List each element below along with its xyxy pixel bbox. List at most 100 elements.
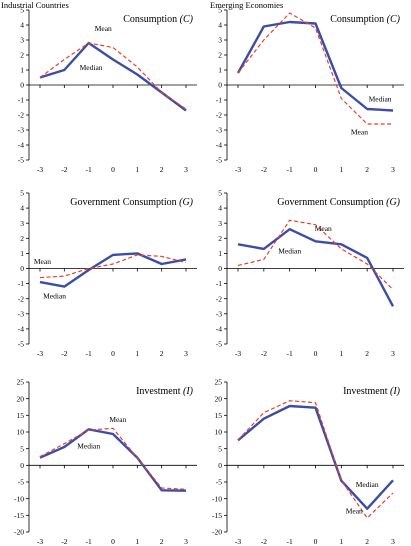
y-tick-label: -4 bbox=[216, 325, 222, 334]
series-label-mean: Mean bbox=[34, 257, 51, 266]
y-tick-label: 25 bbox=[17, 378, 25, 387]
y-tick-label: 15 bbox=[215, 411, 223, 420]
y-tick-label: -5 bbox=[18, 340, 24, 349]
y-tick-label: 4 bbox=[20, 204, 24, 213]
y-tick-label: -3 bbox=[216, 126, 222, 135]
y-tick-label: 0 bbox=[20, 461, 24, 470]
y-tick-label: -15 bbox=[14, 511, 24, 520]
y-tick-label: 5 bbox=[20, 444, 24, 453]
y-tick-label: 0 bbox=[20, 81, 24, 90]
x-tick-label: 0 bbox=[314, 349, 318, 358]
panel-ind-gov: -5 -4 -3 -2 -1 0 1 2 3 4 5 -3 -2 -1 0 1 2 3 Mean Median Gove… bbox=[18, 189, 197, 358]
x-tick-label: 3 bbox=[184, 537, 188, 546]
panel-title: Government Consumption (G) bbox=[70, 197, 193, 208]
x-tick-label: -3 bbox=[235, 537, 241, 546]
panel-title: Government Consumption (G) bbox=[277, 197, 400, 208]
y-tick-label: 1 bbox=[218, 249, 222, 258]
x-tick-label: 0 bbox=[314, 165, 318, 174]
x-tick-label: -1 bbox=[86, 165, 92, 174]
y-tick-label: -15 bbox=[212, 511, 222, 520]
x-tick-label: 0 bbox=[111, 537, 115, 546]
y-tick-label: -1 bbox=[216, 279, 222, 288]
series-median-line bbox=[237, 404, 394, 510]
y-tick-label: 3 bbox=[218, 36, 222, 45]
x-tick-label: -3 bbox=[37, 165, 43, 174]
x-tick-label: 1 bbox=[339, 537, 343, 546]
y-tick-label: -1 bbox=[18, 279, 24, 288]
y-tick-label: 2 bbox=[218, 51, 222, 60]
x-tick-label: 2 bbox=[160, 165, 164, 174]
y-tick-label: 1 bbox=[20, 66, 24, 75]
y-tick-label: -20 bbox=[14, 528, 24, 537]
x-tick-label: 0 bbox=[314, 537, 318, 546]
x-tick-label: -2 bbox=[61, 537, 67, 546]
panel-title: Investment (I) bbox=[343, 386, 401, 397]
x-tick-label: 2 bbox=[160, 349, 164, 358]
x-tick-label: -2 bbox=[261, 165, 267, 174]
x-tick-label: -2 bbox=[61, 165, 67, 174]
x-tick-label: -2 bbox=[61, 349, 67, 358]
series-mean-line bbox=[237, 12, 393, 125]
series-median-line bbox=[237, 227, 395, 307]
series-median-line bbox=[236, 20, 394, 112]
x-tick-label: -2 bbox=[261, 537, 267, 546]
series-label-mean: Mean bbox=[346, 507, 363, 516]
y-tick-label: 0 bbox=[20, 264, 24, 273]
x-tick-label: 0 bbox=[111, 165, 115, 174]
x-tick-label: 1 bbox=[135, 349, 139, 358]
x-tick-label: -3 bbox=[37, 537, 43, 546]
series-label-mean: Mean bbox=[315, 224, 332, 233]
x-tick-label: 3 bbox=[184, 165, 188, 174]
series-label-median: Median bbox=[80, 63, 103, 72]
y-tick-label: 4 bbox=[20, 21, 24, 30]
y-tick-label: 4 bbox=[218, 21, 222, 30]
y-tick-label: 5 bbox=[218, 189, 222, 198]
series-median-line bbox=[39, 41, 187, 112]
x-tick-label: 1 bbox=[339, 165, 343, 174]
x-tick-label: 2 bbox=[365, 537, 369, 546]
series-mean-line bbox=[237, 219, 394, 291]
y-tick-label: -20 bbox=[212, 528, 222, 537]
x-tick-label: 3 bbox=[391, 349, 395, 358]
panel-em-consumption: -5 -4 -3 -2 -1 0 1 2 3 4 5 -3 -2 -1 0 1 2 3 Median Mean Cons… bbox=[216, 6, 404, 174]
x-tick-label: -1 bbox=[86, 537, 92, 546]
y-tick-label: 1 bbox=[218, 66, 222, 75]
series-label-mean: Mean bbox=[95, 24, 112, 33]
series-label-median: Median bbox=[77, 442, 100, 451]
series-label-median: Median bbox=[356, 480, 379, 489]
y-tick-label: 5 bbox=[20, 6, 24, 15]
y-tick-label: 2 bbox=[20, 234, 24, 243]
x-tick-label: -3 bbox=[235, 165, 241, 174]
y-tick-label: 0 bbox=[218, 264, 222, 273]
series-mean-line bbox=[39, 42, 187, 110]
x-tick-label: -1 bbox=[287, 165, 293, 174]
y-tick-label: -3 bbox=[18, 126, 24, 135]
y-tick-label: 5 bbox=[218, 6, 222, 15]
y-tick-label: -4 bbox=[18, 141, 24, 150]
y-tick-label: -5 bbox=[216, 156, 222, 165]
x-tick-label: 3 bbox=[184, 349, 188, 358]
series-label-median: Median bbox=[278, 246, 301, 255]
y-tick-label: -5 bbox=[216, 478, 222, 487]
x-tick-label: 1 bbox=[339, 349, 343, 358]
y-tick-label: 10 bbox=[17, 428, 25, 437]
series-label-median: Median bbox=[43, 292, 66, 301]
y-tick-label: 4 bbox=[218, 204, 222, 213]
y-tick-label: 0 bbox=[218, 81, 222, 90]
x-tick-label: -1 bbox=[86, 349, 92, 358]
series-median-line bbox=[39, 428, 187, 492]
panel-ind-consumption: -5 -4 -3 -2 -1 0 1 2 3 4 5 -3 -2 -1 0 1 2 3 Mean Median Cons… bbox=[18, 6, 197, 174]
series-mean-line bbox=[39, 254, 187, 279]
y-tick-label: 0 bbox=[218, 461, 222, 470]
y-tick-label: -4 bbox=[216, 141, 222, 150]
y-tick-label: 15 bbox=[17, 411, 25, 420]
y-tick-label: 3 bbox=[20, 219, 24, 228]
y-tick-label: -3 bbox=[216, 309, 222, 318]
y-tick-label: -1 bbox=[216, 96, 222, 105]
y-tick-label: -3 bbox=[18, 309, 24, 318]
series-label-mean: Mean bbox=[109, 415, 126, 424]
series-label-mean: Mean bbox=[351, 128, 368, 137]
y-tick-label: -5 bbox=[18, 156, 24, 165]
y-tick-label: 1 bbox=[20, 249, 24, 258]
